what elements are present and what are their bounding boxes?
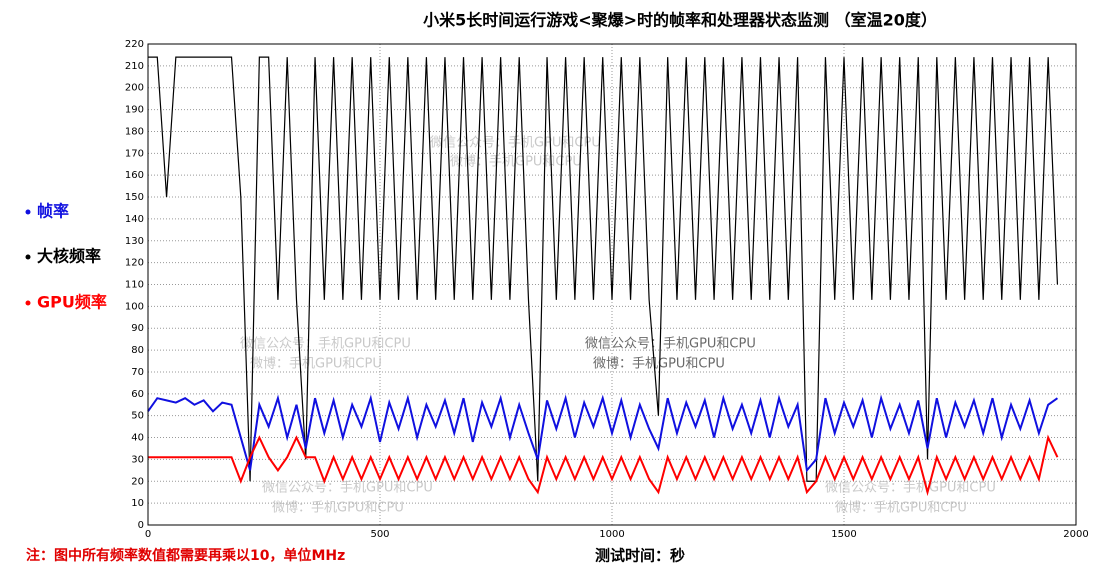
x-tick-label: 1500	[831, 529, 856, 540]
y-tick-label: 120	[125, 258, 144, 269]
legend-label: 大核频率	[37, 247, 101, 266]
y-tick-label: 20	[131, 476, 144, 487]
y-tick-label: 90	[131, 323, 144, 334]
y-tick-label: 40	[131, 433, 144, 444]
y-tick-label: 110	[125, 280, 144, 291]
series-line	[148, 434, 1059, 497]
legend-marker	[25, 209, 31, 215]
x-tick-label: 0	[145, 529, 151, 540]
watermark: 微信公众号：手机GPU和CPU	[240, 337, 411, 352]
y-tick-label: 80	[131, 345, 144, 356]
x-tick-label: 500	[370, 529, 389, 540]
y-tick-label: 160	[125, 170, 144, 181]
y-tick-label: 50	[131, 411, 144, 422]
y-tick-label: 0	[138, 520, 144, 531]
watermark: 微博：手机GPU和CPU	[593, 357, 725, 372]
watermarks: 微信公众号：手机GPU和CPU 微博：手机GPU和CPU 微信公众号：手机GPU…	[240, 136, 996, 516]
y-tick-label: 140	[125, 214, 144, 225]
y-tick-label: 190	[125, 105, 144, 116]
legend-marker	[25, 254, 31, 260]
series-line	[148, 56, 1059, 482]
y-tick-label: 200	[125, 83, 144, 94]
watermark: 微博：手机GPU和CPU	[250, 357, 382, 372]
y-tick-label: 30	[131, 454, 144, 465]
y-tick-label: 10	[131, 498, 144, 509]
series-line	[147, 394, 1059, 473]
y-tick-label: 180	[125, 126, 144, 137]
x-axis-label: 测试时间：秒	[595, 547, 685, 565]
watermark: 微博：手机GPU和CPU	[272, 501, 404, 516]
watermark: 微信公众号：手机GPU和CPU	[262, 481, 433, 496]
watermark: 微信公众号：手机GPU和CPU	[585, 337, 756, 352]
y-tick-label: 100	[125, 301, 144, 312]
watermark: 微博：手机GPU和CPU	[835, 501, 967, 516]
y-tick-label: 210	[125, 61, 144, 72]
watermark: 微博：手机GPU和CPU	[450, 155, 582, 170]
x-tick-label: 1000	[599, 529, 624, 540]
y-tick-label: 70	[131, 367, 144, 378]
chart-title: 小米5长时间运行游戏<聚爆>时的帧率和处理器状态监测 （室温20度）	[423, 11, 937, 30]
y-tick-label: 60	[131, 389, 144, 400]
note: 注：图中所有频率数值都需要再乘以10，单位MHz	[26, 547, 345, 564]
x-tick-label: 2000	[1063, 529, 1088, 540]
legend-label: GPU频率	[37, 293, 107, 312]
watermark: 微信公众号：手机GPU和CPU	[825, 481, 996, 496]
y-tick-label: 170	[125, 148, 144, 159]
y-tick-label: 130	[125, 236, 144, 247]
plot-frame	[147, 43, 1077, 526]
legend-marker	[25, 300, 31, 306]
y-tick-label: 150	[125, 192, 144, 203]
y-tick-label: 220	[125, 39, 144, 50]
legend-label: 帧率	[37, 202, 69, 221]
